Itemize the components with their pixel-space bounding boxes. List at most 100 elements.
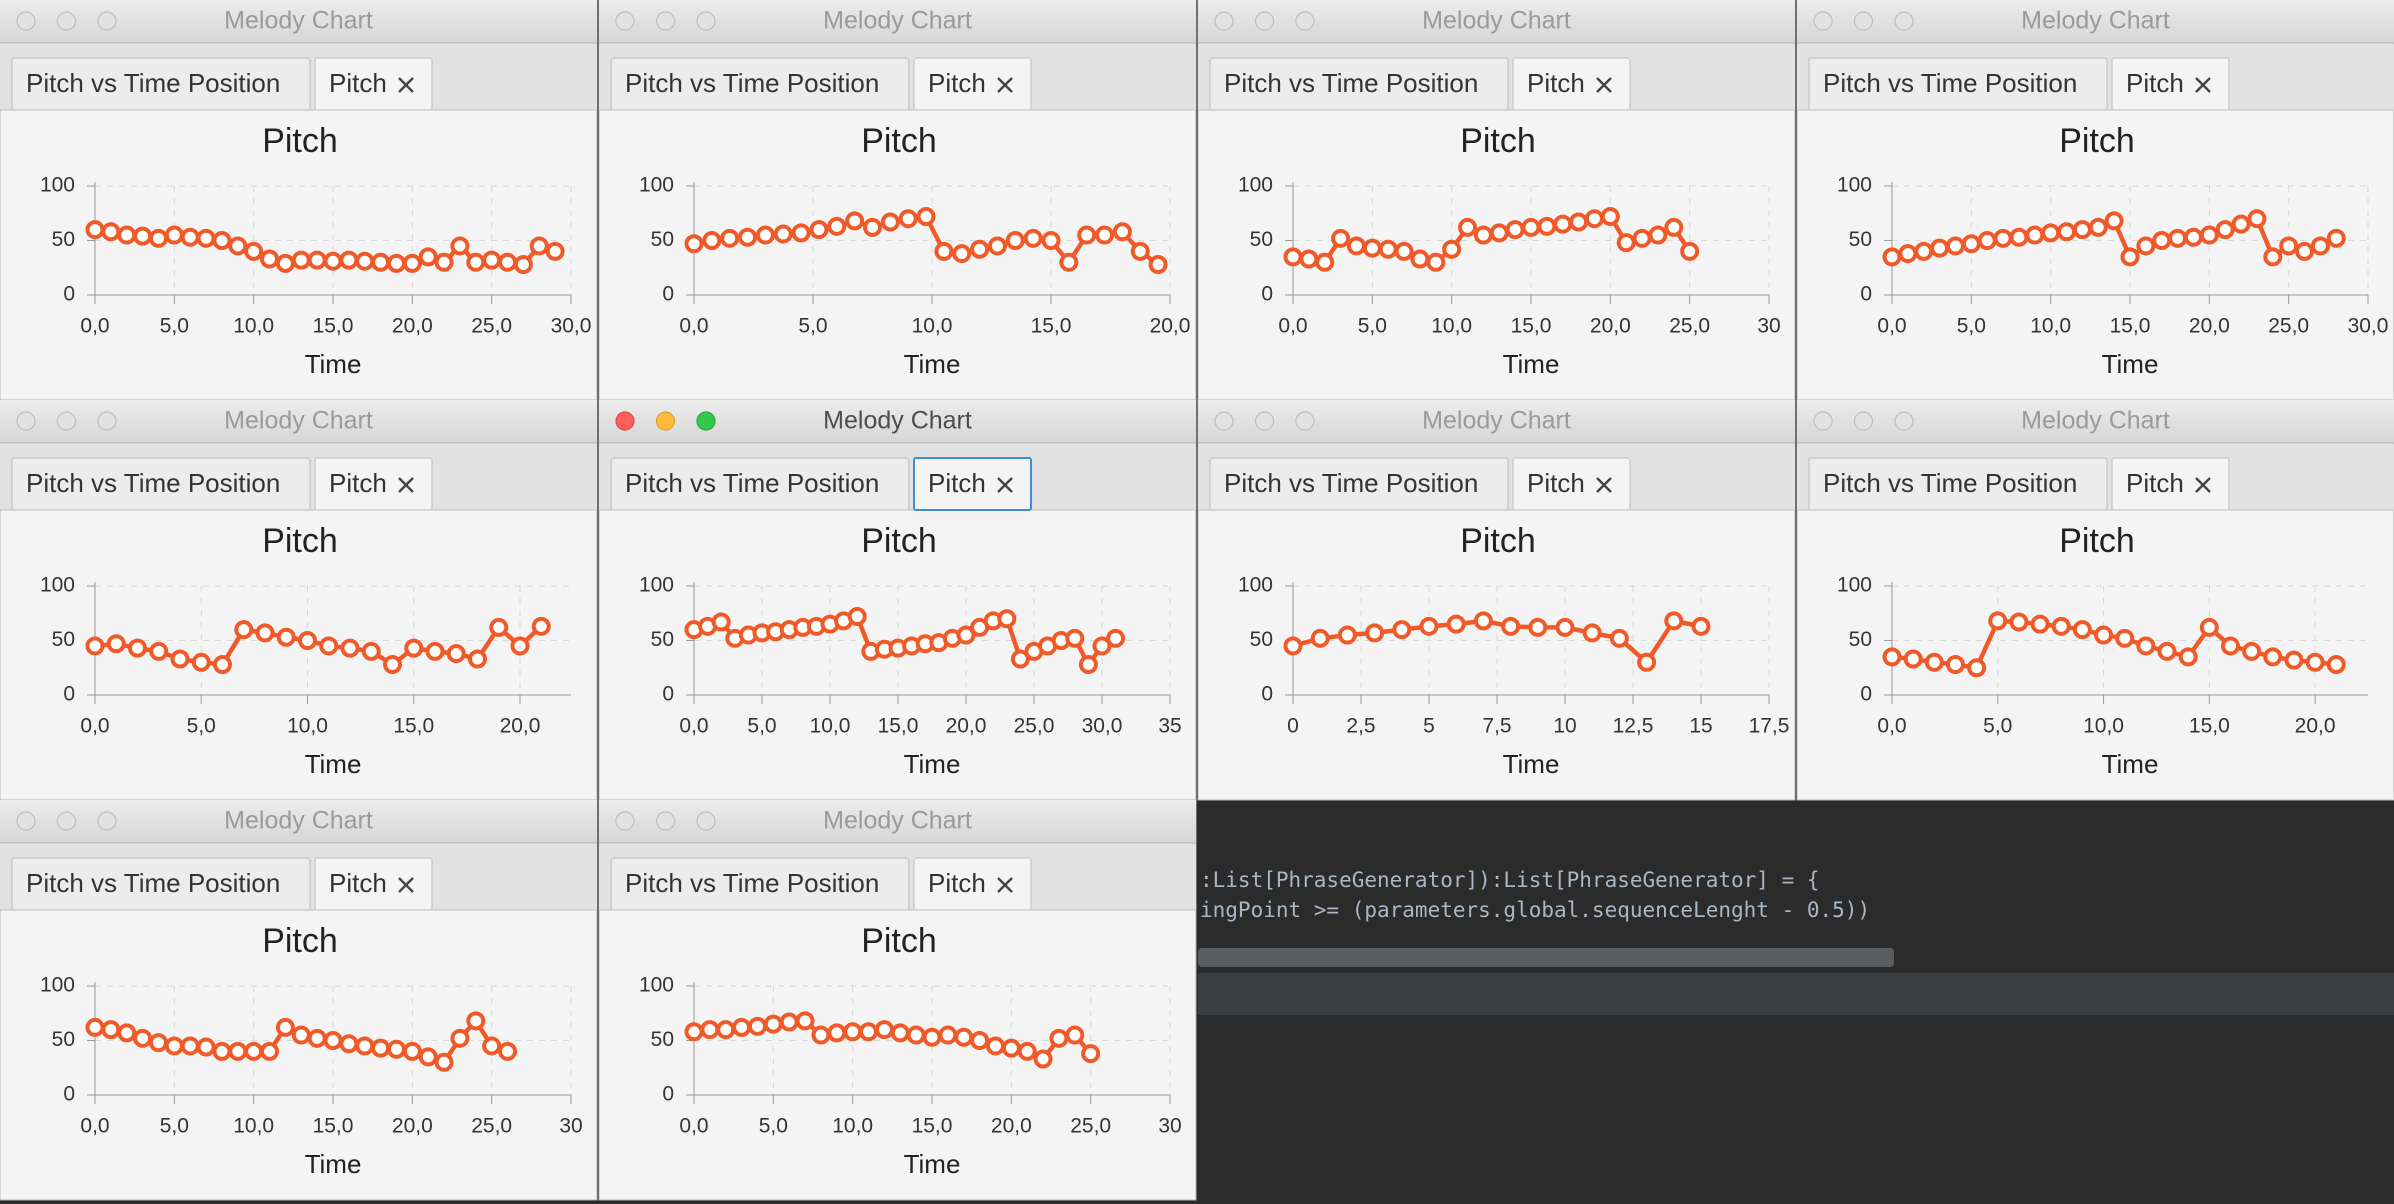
tab[interactable] xyxy=(610,57,910,111)
tab-close-icon[interactable] xyxy=(398,477,414,493)
tab[interactable] xyxy=(913,57,1032,111)
tab[interactable] xyxy=(2111,457,2230,511)
minimize-button[interactable] xyxy=(56,11,77,31)
x-tick-label: 12,5 xyxy=(1613,715,1654,738)
close-button[interactable] xyxy=(1813,411,1833,431)
minimize-button[interactable] xyxy=(655,811,676,831)
close-button[interactable] xyxy=(1214,411,1234,431)
close-button[interactable] xyxy=(1813,11,1833,31)
y-tick-label: 0 xyxy=(63,283,75,306)
data-point xyxy=(2041,223,2061,243)
tab[interactable] xyxy=(2111,57,2230,111)
close-button[interactable] xyxy=(16,11,36,31)
zoom-button[interactable] xyxy=(1295,11,1315,31)
data-point xyxy=(498,1041,518,1061)
minimize-button[interactable] xyxy=(1254,11,1275,31)
tab[interactable] xyxy=(610,457,910,511)
tab[interactable] xyxy=(1512,57,1631,111)
tab-close-icon[interactable] xyxy=(1596,77,1612,93)
zoom-button[interactable] xyxy=(696,11,716,31)
zoom-button[interactable] xyxy=(97,411,117,431)
minimize-button[interactable] xyxy=(1254,411,1275,431)
data-point xyxy=(386,1039,406,1059)
tab-label: Pitch xyxy=(928,468,986,498)
tab-close-icon[interactable] xyxy=(997,77,1013,93)
tab[interactable] xyxy=(1808,57,2108,111)
zoom-button[interactable] xyxy=(696,811,716,831)
data-point xyxy=(425,641,445,661)
zoom-button[interactable] xyxy=(1894,411,1914,431)
data-point xyxy=(355,1036,375,1056)
data-point xyxy=(255,623,275,643)
tab-close-icon[interactable] xyxy=(398,77,414,93)
close-button[interactable] xyxy=(16,411,36,431)
tab[interactable] xyxy=(11,457,311,511)
minimize-button[interactable] xyxy=(1853,11,1874,31)
tab[interactable] xyxy=(11,857,311,911)
data-point xyxy=(997,609,1017,629)
tab-label: Pitch xyxy=(928,868,986,898)
data-point xyxy=(1148,254,1168,274)
data-point xyxy=(2009,227,2029,247)
data-point xyxy=(2247,209,2267,229)
data-point xyxy=(260,249,280,269)
data-point xyxy=(2072,620,2092,640)
minimize-button[interactable] xyxy=(655,411,676,431)
tab[interactable] xyxy=(913,857,1032,911)
zoom-button[interactable] xyxy=(97,811,117,831)
close-button[interactable] xyxy=(615,811,635,831)
data-point xyxy=(1584,209,1604,229)
tab-close-icon[interactable] xyxy=(398,877,414,893)
zoom-button[interactable] xyxy=(696,411,716,431)
data-point xyxy=(952,244,972,264)
y-tick-label: 0 xyxy=(1261,283,1273,306)
data-point xyxy=(1059,252,1079,272)
tab[interactable] xyxy=(11,57,311,111)
window-title: Melody Chart xyxy=(224,7,373,35)
close-button[interactable] xyxy=(1214,11,1234,31)
data-point xyxy=(383,654,402,674)
zoom-button[interactable] xyxy=(1894,11,1914,31)
x-tick-label: 30 xyxy=(559,1115,582,1138)
tab-close-icon[interactable] xyxy=(997,477,1013,493)
x-axis-label: Time xyxy=(904,349,961,379)
tab-label: Pitch vs Time Position xyxy=(625,468,879,498)
tab[interactable] xyxy=(1808,457,2108,511)
tab-close-icon[interactable] xyxy=(997,877,1013,893)
tab[interactable] xyxy=(314,457,433,511)
close-button[interactable] xyxy=(615,11,635,31)
tab-close-icon[interactable] xyxy=(1596,477,1612,493)
data-point xyxy=(212,1041,232,1061)
scrollbar[interactable] xyxy=(1198,948,1894,967)
data-point xyxy=(1442,239,1462,259)
tab-close-icon[interactable] xyxy=(2195,77,2211,93)
data-point xyxy=(1967,658,1987,678)
close-button[interactable] xyxy=(615,411,635,431)
minimize-button[interactable] xyxy=(655,11,676,31)
data-point xyxy=(1078,654,1098,674)
tab[interactable] xyxy=(1209,57,1509,111)
minimize-button[interactable] xyxy=(56,811,77,831)
tab[interactable] xyxy=(314,57,433,111)
zoom-button[interactable] xyxy=(1295,411,1315,431)
tab[interactable] xyxy=(1209,457,1509,511)
series-line xyxy=(1292,618,1702,665)
data-point xyxy=(1065,628,1085,648)
close-button[interactable] xyxy=(16,811,36,831)
y-tick-label: 50 xyxy=(52,1028,75,1051)
data-point xyxy=(2088,217,2108,237)
data-point xyxy=(1903,649,1923,669)
tab[interactable] xyxy=(314,857,433,911)
data-point xyxy=(1555,617,1575,637)
tab[interactable] xyxy=(1512,457,1631,511)
data-point xyxy=(191,652,211,672)
minimize-button[interactable] xyxy=(1853,411,1874,431)
tab-close-icon[interactable] xyxy=(2195,477,2211,493)
x-axis-label: Time xyxy=(904,749,961,779)
tab[interactable] xyxy=(610,857,910,911)
x-tick-label: 20,0 xyxy=(392,1115,433,1138)
data-point xyxy=(1648,225,1668,245)
zoom-button[interactable] xyxy=(97,11,117,31)
minimize-button[interactable] xyxy=(56,411,77,431)
tab[interactable] xyxy=(913,457,1032,511)
